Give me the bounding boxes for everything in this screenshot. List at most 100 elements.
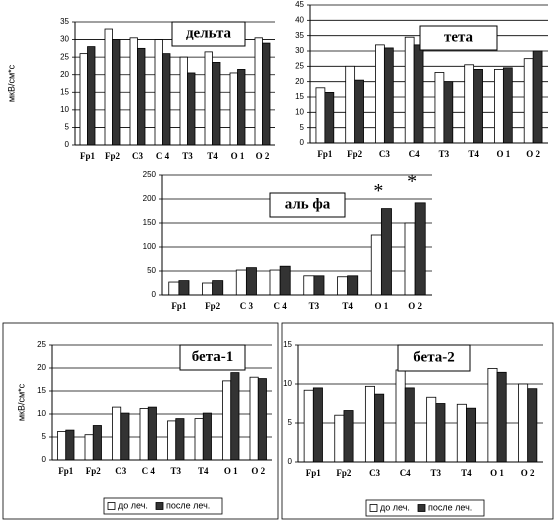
- bar: [334, 414, 345, 463]
- legend-label: до леч.: [380, 502, 410, 512]
- bar: [487, 367, 498, 463]
- bar: [162, 53, 171, 146]
- bar: [254, 37, 263, 146]
- x-tick-label: C 4: [142, 466, 156, 476]
- bar: [502, 67, 513, 144]
- x-tick-label: C 3: [240, 301, 254, 311]
- bar: [347, 275, 359, 296]
- chart-frame: [281, 322, 554, 520]
- bar: [194, 418, 204, 461]
- x-tick-label: T3: [439, 149, 450, 159]
- bar: [237, 69, 246, 146]
- x-tick-label: O 1: [374, 301, 388, 311]
- bar: [179, 56, 188, 146]
- title-box: [171, 21, 246, 47]
- bar: [532, 50, 543, 144]
- bar: [413, 44, 424, 144]
- chart-title: тета: [444, 29, 474, 45]
- x-tick-label: O 1: [224, 466, 238, 476]
- y-tick-label: 10: [37, 409, 46, 418]
- y-tick-label: 250: [143, 170, 157, 179]
- y-tick-label: 100: [143, 242, 157, 251]
- bar: [112, 39, 121, 146]
- bar: [187, 72, 196, 146]
- bar: [154, 39, 163, 146]
- y-tick-label: 0: [288, 457, 293, 466]
- x-tick-label: T4: [461, 468, 472, 478]
- y-tick-label: 25: [37, 340, 46, 349]
- legend-swatch: [417, 504, 426, 512]
- bar: [443, 81, 454, 144]
- x-tick-label: O 1: [490, 468, 504, 478]
- x-tick-label: O 2: [408, 301, 422, 311]
- bar: [466, 407, 477, 463]
- bar: [404, 222, 416, 296]
- bar: [434, 72, 445, 144]
- x-tick-label: C3: [132, 151, 143, 161]
- bar: [249, 376, 259, 461]
- chart-title: дельта: [186, 25, 232, 41]
- legend-label: после леч.: [428, 502, 472, 512]
- y-tick-label: 5: [42, 432, 47, 441]
- y-axis-label: мкВ/см*с: [6, 64, 16, 102]
- x-tick-label: Fp2: [336, 468, 352, 478]
- title-box: [179, 344, 246, 371]
- x-tick-label: O 1: [496, 149, 510, 159]
- y-tick-label: 15: [37, 386, 46, 395]
- x-tick-label: Fp2: [105, 151, 121, 161]
- bar: [380, 208, 392, 296]
- x-tick-label: Fp1: [58, 466, 74, 476]
- title-box: [419, 25, 498, 51]
- bar: [404, 36, 415, 144]
- annotation: *: [373, 180, 383, 202]
- x-tick-label: Fp2: [347, 149, 363, 159]
- bar: [354, 79, 364, 144]
- y-tick-label: 30: [295, 46, 304, 55]
- bar: [202, 282, 214, 296]
- bar: [120, 412, 130, 461]
- y-tick-label: 20: [295, 77, 304, 86]
- bar: [57, 431, 67, 461]
- x-tick-label: T4: [342, 301, 353, 311]
- bar: [147, 406, 157, 461]
- x-tick-label: Fp1: [80, 151, 96, 161]
- bar: [229, 72, 238, 146]
- bar: [139, 408, 149, 461]
- bar: [426, 396, 437, 463]
- bar: [235, 269, 247, 296]
- bar: [324, 92, 335, 144]
- x-tick-label: C3: [379, 149, 390, 159]
- x-tick-label: T3: [309, 301, 320, 311]
- bar: [104, 28, 113, 146]
- bar: [84, 434, 94, 461]
- y-tick-label: 50: [147, 266, 156, 275]
- bar: [370, 234, 382, 296]
- x-tick-label: Fp2: [205, 301, 221, 311]
- x-tick-label: T4: [207, 151, 218, 161]
- x-tick-label: C3: [115, 466, 126, 476]
- chart-title: аль фа: [285, 196, 331, 212]
- legend-swatch: [369, 504, 378, 512]
- bar: [178, 280, 190, 296]
- bar: [527, 388, 538, 463]
- bar: [473, 69, 483, 144]
- bar: [383, 47, 394, 144]
- legend-swatch: [107, 502, 116, 510]
- title-box: [269, 192, 346, 218]
- x-tick-label: C4: [409, 149, 420, 159]
- bar: [375, 44, 385, 144]
- y-tick-label: 0: [300, 138, 305, 147]
- y-tick-label: 10: [283, 379, 292, 388]
- y-tick-label: 10: [60, 105, 69, 114]
- y-tick-label: 150: [143, 218, 157, 227]
- y-tick-label: 20: [37, 363, 46, 372]
- bar: [404, 387, 415, 463]
- x-tick-label: Fp1: [317, 149, 333, 159]
- x-tick-label: Fp1: [171, 301, 187, 311]
- bar: [464, 64, 475, 144]
- bar: [168, 281, 180, 296]
- title-box: [397, 344, 471, 372]
- bar: [345, 65, 356, 144]
- bar: [414, 202, 426, 296]
